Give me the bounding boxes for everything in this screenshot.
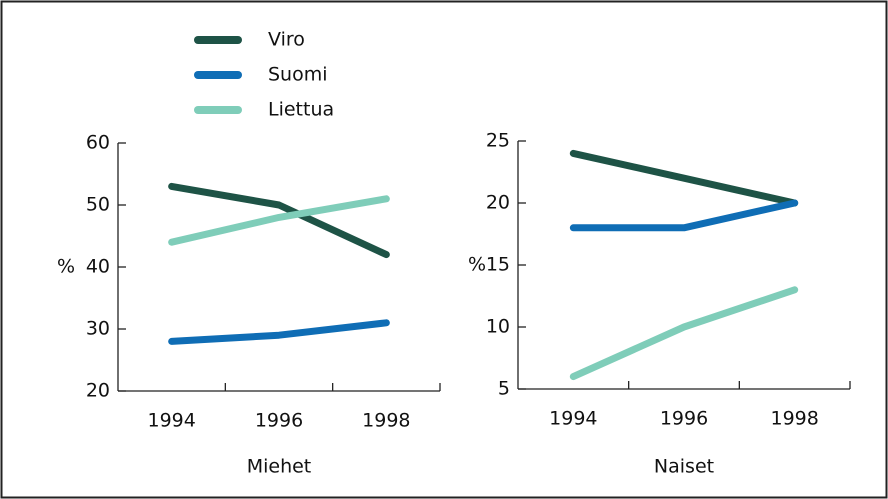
y-tick-label: 5 <box>498 378 510 400</box>
x-tick-label: 1998 <box>770 408 818 430</box>
series-line <box>569 286 799 381</box>
legend-label: Suomi <box>268 64 328 86</box>
series-line <box>569 149 799 207</box>
series-line <box>569 199 799 232</box>
x-axis-label: Naiset <box>654 456 714 478</box>
x-tick-label: 1994 <box>549 408 597 430</box>
legend-label: Liettua <box>268 99 334 121</box>
x-tick-label: 1998 <box>362 410 410 432</box>
x-tick-label: 1996 <box>255 410 303 432</box>
y-tick-label: 20 <box>86 380 110 402</box>
x-tick-label: 1996 <box>660 408 708 430</box>
x-tick-label: 1994 <box>147 410 195 432</box>
x-axis-label: Miehet <box>247 456 312 478</box>
y-axis-label: % <box>468 254 486 276</box>
series-line <box>168 182 390 259</box>
y-tick-label: 30 <box>86 318 110 340</box>
y-tick-label: 40 <box>86 256 110 278</box>
y-tick-label: 25 <box>486 130 510 152</box>
legend-label: Viro <box>268 29 305 51</box>
y-tick-label: 60 <box>86 132 110 154</box>
series-line <box>168 195 390 246</box>
series-line <box>168 319 390 345</box>
y-tick-label: 50 <box>86 194 110 216</box>
y-tick-label: 10 <box>486 316 510 338</box>
y-tick-label: 15 <box>486 254 510 276</box>
y-tick-label: 20 <box>486 192 510 214</box>
y-axis-label: % <box>57 256 75 278</box>
